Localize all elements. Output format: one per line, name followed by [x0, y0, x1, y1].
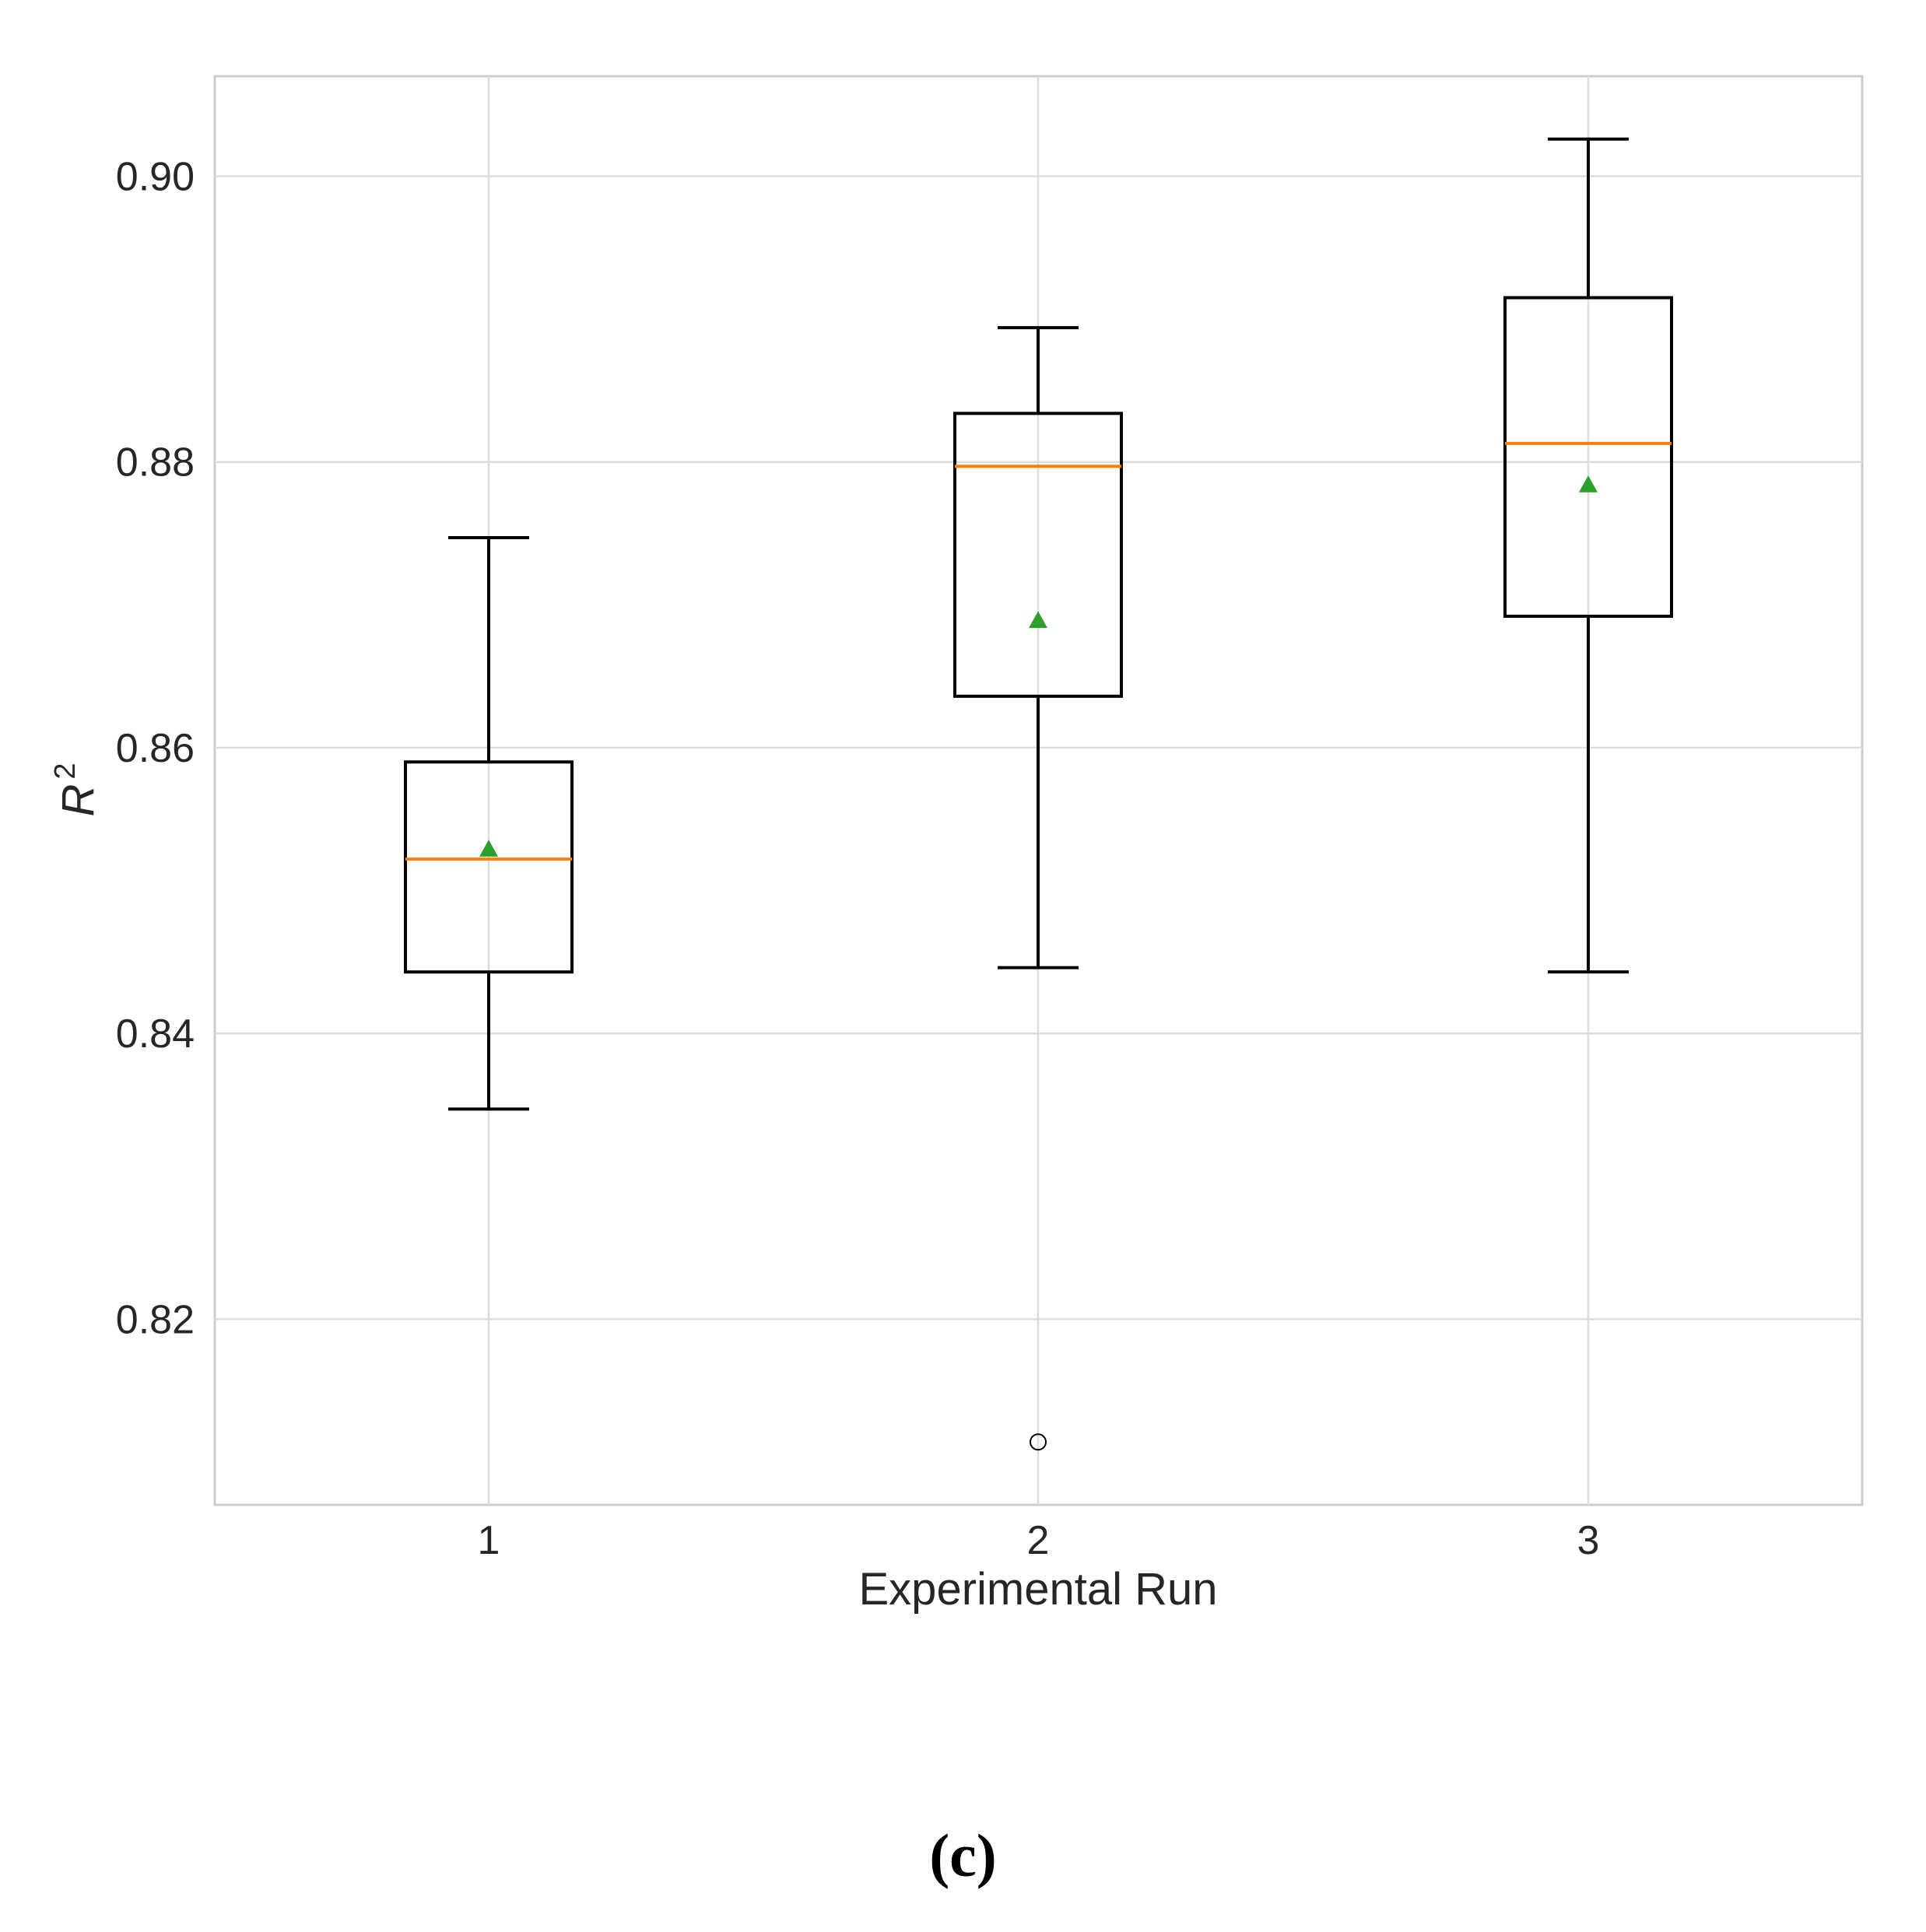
y-tick-label: 0.86: [116, 726, 195, 771]
y-axis-label-base: R: [53, 784, 103, 817]
box-series: [404, 137, 1673, 1451]
outlier-point: [1030, 1433, 1047, 1451]
x-tick-label: 2: [1027, 1518, 1050, 1563]
y-tick-label: 0.90: [116, 155, 195, 200]
y-axis-label: R2: [49, 763, 103, 816]
y-tick-label: 0.84: [116, 1012, 195, 1057]
mean-marker: [1579, 475, 1598, 493]
x-axis-label: Experimental Run: [859, 1564, 1218, 1615]
y-tick-labels: 0.82 0.84 0.86 0.88 0.90: [116, 155, 195, 1343]
iqr-box: [1503, 296, 1673, 619]
y-axis-label-superscript: 2: [49, 763, 82, 779]
y-tick-label: 0.88: [116, 440, 195, 486]
box-group-run-1: [404, 536, 574, 1111]
x-tick-label: 3: [1577, 1518, 1600, 1563]
iqr-box: [953, 412, 1123, 698]
mean-marker: [1029, 611, 1047, 629]
box-group-run-3: [1503, 137, 1673, 974]
iqr-box: [404, 760, 574, 974]
x-tick-label: 1: [478, 1518, 500, 1563]
x-tick-labels: 1 2 3: [478, 1518, 1600, 1563]
y-tick-label: 0.82: [116, 1297, 195, 1342]
figure-caption: (c): [929, 1822, 997, 1889]
box-group-run-2: [953, 326, 1123, 1451]
mean-marker: [479, 840, 498, 857]
